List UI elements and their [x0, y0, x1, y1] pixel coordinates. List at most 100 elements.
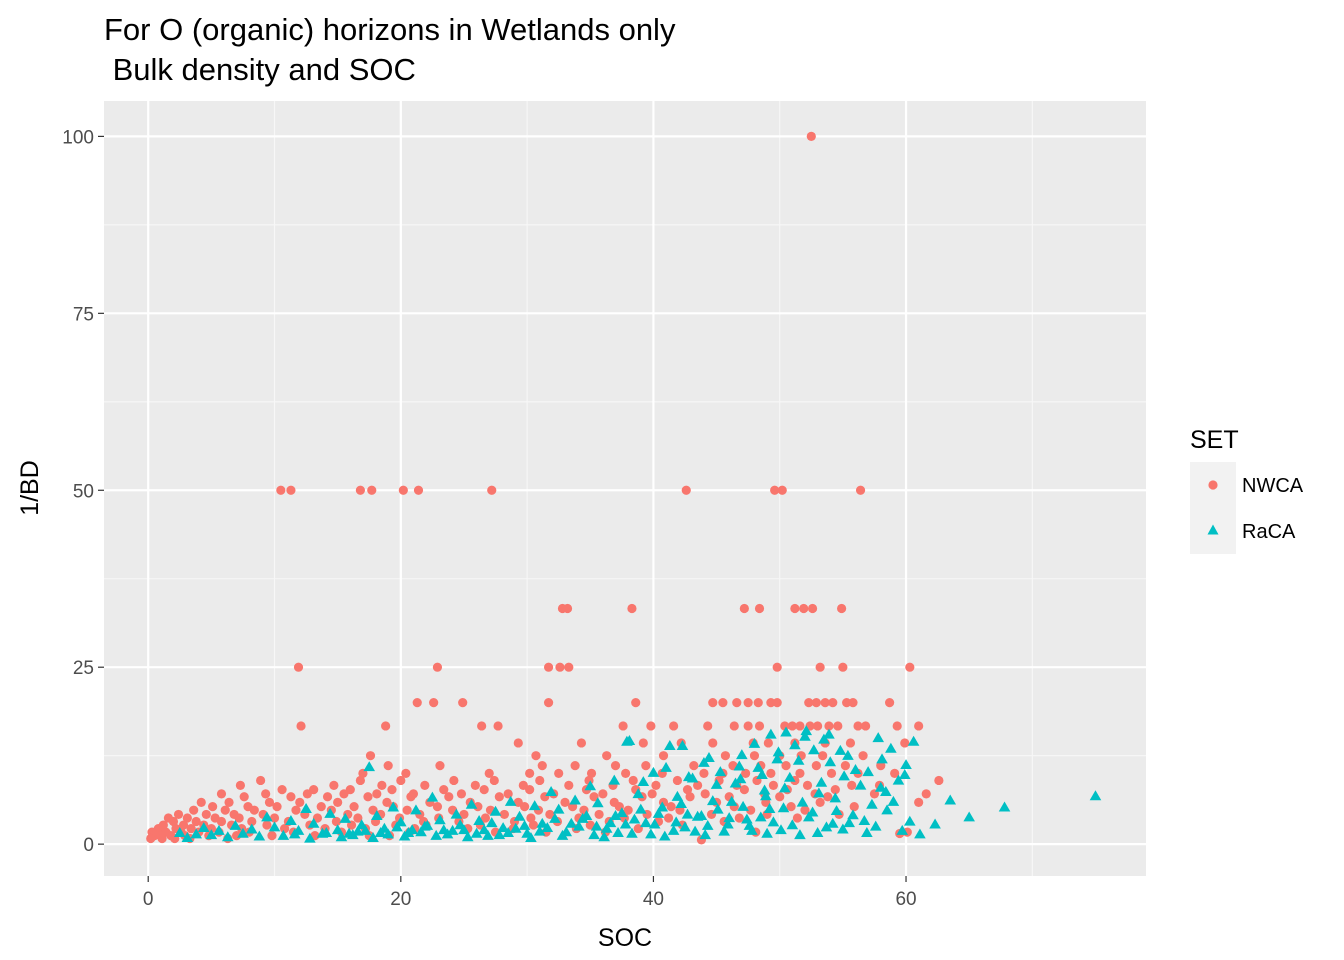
point-raca [898, 768, 911, 779]
point-nwca [598, 789, 608, 799]
point-nwca [754, 603, 765, 614]
point-raca [229, 819, 242, 830]
point-nwca [435, 760, 445, 771]
point-nwca [815, 662, 825, 672]
point-raca [454, 819, 466, 830]
point-nwca [353, 813, 363, 823]
point-nwca [693, 780, 703, 791]
point-raca [374, 827, 387, 838]
point-raca [667, 824, 680, 835]
point-nwca [853, 721, 863, 731]
point-nwca [699, 768, 709, 778]
point-nwca [772, 662, 782, 672]
point-raca [689, 825, 701, 836]
point-raca [842, 749, 854, 760]
point-raca [771, 753, 783, 764]
point-nwca [513, 738, 523, 748]
point-raca [509, 822, 522, 833]
point-raca [767, 816, 780, 827]
point-raca [671, 790, 684, 801]
point-raca [861, 827, 873, 838]
legend-label-nwca: NWCA [1242, 475, 1304, 497]
point-raca [963, 811, 975, 822]
point-nwca [473, 802, 483, 812]
point-nwca [766, 768, 776, 778]
point-nwca [402, 805, 412, 815]
point-raca [820, 821, 833, 832]
point-nwca [494, 792, 504, 802]
point-nwca [543, 697, 554, 708]
point-nwca [855, 485, 866, 495]
point-raca [573, 820, 585, 831]
point-nwca [256, 775, 266, 786]
point-nwca [396, 775, 406, 786]
point-raca [592, 797, 604, 808]
point-raca [528, 800, 541, 811]
point-raca [736, 749, 748, 760]
point-raca [391, 821, 403, 832]
point-nwca [280, 823, 290, 834]
point-nwca [239, 792, 249, 802]
point-nwca [182, 813, 192, 823]
x-axis-title: SOC [598, 924, 652, 952]
point-nwca [732, 697, 742, 708]
point-nwca [914, 721, 924, 731]
point-raca [765, 728, 777, 739]
point-nwca [560, 797, 570, 807]
point-raca [872, 732, 885, 743]
point-raca [670, 816, 682, 827]
point-nwca [818, 751, 828, 761]
point-nwca [754, 721, 765, 731]
point-raca [261, 811, 273, 822]
point-nwca [519, 802, 530, 812]
point-raca [772, 746, 785, 757]
point-raca [518, 819, 531, 830]
point-nwca [286, 485, 296, 495]
point-raca [703, 752, 715, 762]
point-nwca [220, 805, 230, 815]
point-raca [756, 768, 768, 779]
point-raca [437, 824, 450, 835]
point-nwca [799, 603, 809, 614]
point-nwca [800, 805, 810, 815]
point-raca [426, 791, 439, 802]
point-nwca [224, 797, 234, 807]
point-nwca [811, 760, 821, 771]
point-nwca [807, 603, 818, 614]
point-raca [584, 780, 597, 791]
point-raca [786, 819, 799, 830]
point-raca [676, 739, 689, 750]
point-nwca [681, 485, 691, 495]
point-raca [640, 817, 652, 828]
point-raca [758, 784, 771, 795]
point-nwca [249, 805, 259, 815]
point-raca [847, 809, 859, 820]
point-raca [253, 830, 266, 841]
point-nwca [562, 603, 573, 614]
point-nwca [489, 775, 499, 786]
point-raca [541, 822, 554, 833]
point-raca [598, 831, 610, 842]
point-raca [549, 812, 561, 823]
point-raca [307, 817, 320, 828]
point-nwca [484, 768, 494, 778]
point-raca [900, 759, 912, 770]
point-raca [339, 812, 352, 823]
point-raca [324, 807, 336, 818]
point-nwca [413, 485, 424, 495]
point-raca [800, 725, 813, 736]
point-nwca [470, 780, 480, 791]
point-nwca [432, 662, 443, 672]
point-nwca [828, 697, 838, 708]
point-raca [600, 822, 613, 833]
point-raca [826, 817, 839, 828]
point-nwca [493, 721, 503, 731]
point-nwca [804, 697, 814, 708]
point-nwca [302, 789, 312, 799]
point-nwca [718, 697, 728, 708]
point-raca [892, 774, 905, 785]
point-raca [761, 827, 773, 838]
point-nwca [208, 802, 218, 812]
point-nwca [746, 805, 756, 815]
point-nwca [339, 789, 349, 799]
